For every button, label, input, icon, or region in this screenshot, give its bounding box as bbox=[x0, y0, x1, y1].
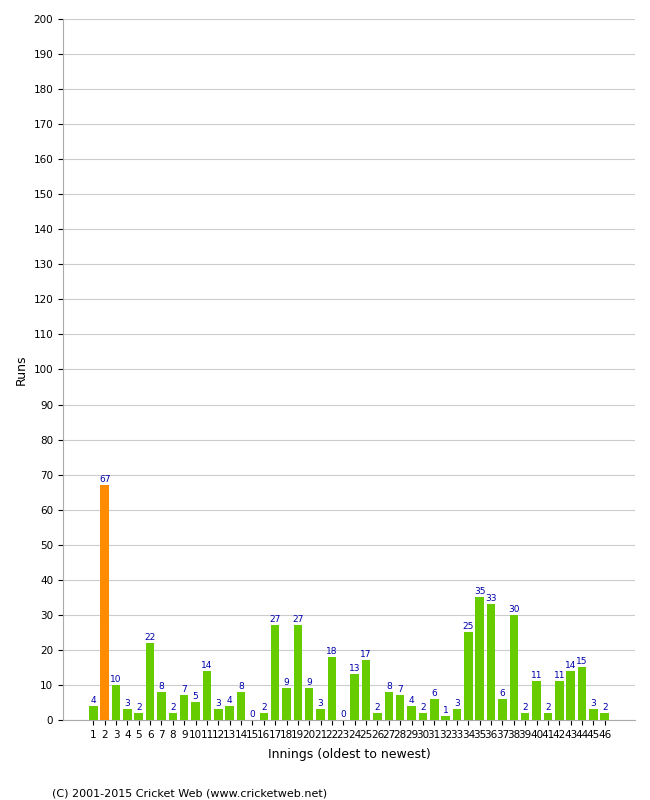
Text: 1: 1 bbox=[443, 706, 448, 715]
Bar bbox=[441, 717, 450, 720]
Text: 6: 6 bbox=[432, 689, 437, 698]
Text: 3: 3 bbox=[318, 699, 324, 708]
Text: 17: 17 bbox=[360, 650, 372, 659]
Bar bbox=[203, 671, 211, 720]
Bar bbox=[123, 710, 132, 720]
Bar bbox=[294, 626, 302, 720]
X-axis label: Innings (oldest to newest): Innings (oldest to newest) bbox=[268, 748, 430, 761]
Text: 6: 6 bbox=[500, 689, 505, 698]
Bar bbox=[271, 626, 280, 720]
Bar bbox=[226, 706, 234, 720]
Bar bbox=[487, 604, 495, 720]
Bar bbox=[89, 706, 98, 720]
Text: 22: 22 bbox=[144, 633, 156, 642]
Text: 5: 5 bbox=[192, 692, 198, 702]
Bar bbox=[408, 706, 416, 720]
Text: 7: 7 bbox=[181, 686, 187, 694]
Text: 14: 14 bbox=[565, 661, 577, 670]
Bar bbox=[475, 598, 484, 720]
Bar bbox=[532, 682, 541, 720]
Bar bbox=[180, 695, 188, 720]
Text: 30: 30 bbox=[508, 605, 519, 614]
Bar bbox=[543, 713, 552, 720]
Text: 67: 67 bbox=[99, 475, 110, 484]
Text: 8: 8 bbox=[159, 682, 164, 691]
Text: 2: 2 bbox=[261, 703, 266, 712]
Bar bbox=[259, 713, 268, 720]
Text: 18: 18 bbox=[326, 647, 338, 656]
Text: 3: 3 bbox=[215, 699, 221, 708]
Text: 27: 27 bbox=[292, 615, 304, 624]
Text: 2: 2 bbox=[420, 703, 426, 712]
Text: 8: 8 bbox=[386, 682, 392, 691]
Text: 25: 25 bbox=[463, 622, 474, 631]
Bar bbox=[589, 710, 597, 720]
Bar bbox=[350, 674, 359, 720]
Bar bbox=[362, 660, 370, 720]
Bar bbox=[385, 692, 393, 720]
Bar bbox=[566, 671, 575, 720]
Text: 9: 9 bbox=[283, 678, 289, 687]
Bar bbox=[419, 713, 427, 720]
Bar bbox=[396, 695, 404, 720]
Text: 2: 2 bbox=[523, 703, 528, 712]
Bar bbox=[464, 632, 473, 720]
Bar bbox=[157, 692, 166, 720]
Text: 2: 2 bbox=[545, 703, 551, 712]
Bar bbox=[214, 710, 222, 720]
Y-axis label: Runs: Runs bbox=[15, 354, 28, 385]
Text: 0: 0 bbox=[250, 710, 255, 719]
Text: (C) 2001-2015 Cricket Web (www.cricketweb.net): (C) 2001-2015 Cricket Web (www.cricketwe… bbox=[52, 788, 327, 798]
Text: 4: 4 bbox=[409, 696, 414, 705]
Text: 35: 35 bbox=[474, 587, 486, 596]
Text: 2: 2 bbox=[602, 703, 608, 712]
Bar bbox=[328, 657, 336, 720]
Bar bbox=[430, 699, 439, 720]
Bar bbox=[452, 710, 462, 720]
Text: 13: 13 bbox=[349, 664, 361, 674]
Text: 15: 15 bbox=[577, 658, 588, 666]
Text: 14: 14 bbox=[202, 661, 213, 670]
Bar bbox=[498, 699, 507, 720]
Bar bbox=[555, 682, 564, 720]
Text: 33: 33 bbox=[486, 594, 497, 603]
Bar bbox=[317, 710, 325, 720]
Text: 27: 27 bbox=[270, 615, 281, 624]
Text: 9: 9 bbox=[306, 678, 312, 687]
Bar bbox=[510, 615, 518, 720]
Bar bbox=[135, 713, 143, 720]
Text: 4: 4 bbox=[90, 696, 96, 705]
Bar bbox=[578, 667, 586, 720]
Bar bbox=[146, 643, 155, 720]
Text: 3: 3 bbox=[125, 699, 130, 708]
Bar bbox=[168, 713, 177, 720]
Text: 0: 0 bbox=[341, 710, 346, 719]
Text: 7: 7 bbox=[397, 686, 403, 694]
Text: 3: 3 bbox=[590, 699, 596, 708]
Text: 11: 11 bbox=[531, 671, 542, 680]
Text: 4: 4 bbox=[227, 696, 233, 705]
Bar bbox=[373, 713, 382, 720]
Text: 2: 2 bbox=[170, 703, 176, 712]
Text: 3: 3 bbox=[454, 699, 460, 708]
Bar bbox=[601, 713, 609, 720]
Bar bbox=[521, 713, 530, 720]
Bar bbox=[100, 485, 109, 720]
Bar bbox=[282, 689, 291, 720]
Text: 8: 8 bbox=[238, 682, 244, 691]
Text: 10: 10 bbox=[111, 675, 122, 684]
Text: 2: 2 bbox=[374, 703, 380, 712]
Bar bbox=[237, 692, 245, 720]
Bar bbox=[191, 702, 200, 720]
Bar bbox=[112, 685, 120, 720]
Text: 2: 2 bbox=[136, 703, 142, 712]
Text: 11: 11 bbox=[554, 671, 565, 680]
Bar bbox=[305, 689, 313, 720]
